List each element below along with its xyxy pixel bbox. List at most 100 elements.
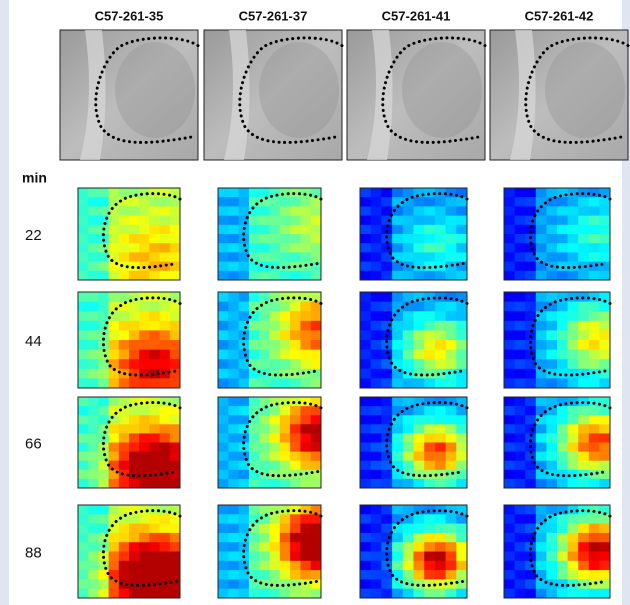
heatmap-cell: [78, 406, 89, 416]
heatmap-cell: [515, 188, 526, 198]
heatmap-cell: [557, 433, 568, 443]
heatmap-cell: [129, 359, 140, 369]
heatmap-cell: [568, 225, 579, 235]
heatmap-cell: [381, 369, 392, 379]
heatmap-cell: [599, 378, 610, 388]
heatmap-cell: [525, 369, 536, 379]
heatmap-cell: [270, 424, 281, 434]
heatmap-cell: [129, 340, 140, 350]
heatmap-cell: [139, 561, 150, 571]
heatmap-cell: [589, 216, 600, 226]
heatmap-cell: [360, 302, 371, 312]
heatmap-cell: [109, 524, 120, 534]
heatmap-cell: [578, 452, 589, 462]
heatmap-cell: [160, 542, 171, 552]
heatmap-cell: [392, 225, 403, 235]
heatmap-cell: [218, 292, 229, 302]
heatmap-cell: [88, 311, 99, 321]
heatmap-cell: [290, 350, 301, 360]
heatmap-cell: [239, 505, 250, 515]
heatmap-cell: [78, 397, 89, 407]
heatmap-cell: [435, 216, 446, 226]
heatmap-cell: [88, 321, 99, 331]
heatmap-cell: [300, 321, 311, 331]
heatmap-cell: [435, 225, 446, 235]
heatmap-cell: [259, 424, 270, 434]
heatmap-cell: [435, 524, 446, 534]
heatmap-cell: [589, 589, 600, 599]
heatmap-cell: [525, 188, 536, 198]
heatmap-cell: [218, 561, 229, 571]
heatmap-cell: [578, 433, 589, 443]
heatmap-cell: [568, 243, 579, 253]
heatmap-cell: [129, 589, 140, 599]
heatmap-cell: [249, 397, 260, 407]
heatmap-cell: [218, 188, 229, 198]
heatmap-cell: [557, 225, 568, 235]
heatmap-cell: [129, 216, 140, 226]
heatmap-cell: [218, 397, 229, 407]
heatmap-cell: [170, 350, 181, 360]
heatmap-cell: [435, 359, 446, 369]
heatmap-cell: [78, 524, 89, 534]
heatmap-cell: [119, 542, 130, 552]
heatmap-cell: [249, 302, 260, 312]
heatmap-cell: [599, 524, 610, 534]
heatmap-cell: [290, 443, 301, 453]
heatmap-cell: [557, 514, 568, 524]
heatmap-cell: [270, 514, 281, 524]
heatmap: [360, 292, 468, 389]
heatmap-cell: [129, 561, 140, 571]
heatmap-cell: [360, 397, 371, 407]
heatmap-cell: [589, 206, 600, 216]
heatmap-cell: [360, 243, 371, 253]
heatmap-cell: [371, 479, 382, 489]
heatmap-cell: [78, 197, 89, 207]
heatmap-cell: [504, 552, 515, 562]
heatmap-cell: [599, 424, 610, 434]
heatmap-cell: [435, 197, 446, 207]
heatmap-cell: [435, 271, 446, 281]
heatmap-cell: [599, 452, 610, 462]
heatmap-cell: [160, 359, 171, 369]
heatmap-cell: [300, 243, 311, 253]
heatmap-cell: [403, 378, 414, 388]
heatmap-cell: [392, 378, 403, 388]
heatmap-cell: [568, 479, 579, 489]
heatmap-cell: [371, 271, 382, 281]
heatmap-cell: [424, 197, 435, 207]
heatmap-cell: [109, 561, 120, 571]
heatmap-cell: [424, 311, 435, 321]
heatmap-cell: [414, 514, 425, 524]
heatmap-cell: [515, 415, 526, 425]
heatmap-cell: [218, 461, 229, 471]
heatmap-cell: [259, 225, 270, 235]
heatmap-cell: [589, 243, 600, 253]
heatmap-cell: [392, 505, 403, 515]
heatmap-cell: [218, 542, 229, 552]
heatmap-cell: [446, 406, 457, 416]
heatmap-cell: [129, 350, 140, 360]
heatmap-cell: [249, 340, 260, 350]
heatmap-cell: [78, 433, 89, 443]
heatmap-cell: [239, 406, 250, 416]
heatmap-cell: [525, 579, 536, 589]
heatmap-cell: [149, 514, 160, 524]
heatmap-cell: [360, 542, 371, 552]
heatmap-cell: [228, 514, 239, 524]
heatmap-cell: [360, 292, 371, 302]
heatmap-cell: [170, 378, 181, 388]
heatmap-cell: [515, 206, 526, 216]
heatmap-cell: [78, 369, 89, 379]
heatmap-cell: [360, 330, 371, 340]
heatmap-cell: [228, 524, 239, 534]
heatmap-cell: [599, 533, 610, 543]
heatmap-cell: [119, 292, 130, 302]
heatmap-cell: [109, 579, 120, 589]
heatmap-cell: [371, 397, 382, 407]
heatmap-cell: [392, 271, 403, 281]
heatmap-cell: [170, 216, 181, 226]
heatmap-cell: [88, 479, 99, 489]
heatmap-cell: [290, 330, 301, 340]
heatmap-cell: [456, 225, 467, 235]
